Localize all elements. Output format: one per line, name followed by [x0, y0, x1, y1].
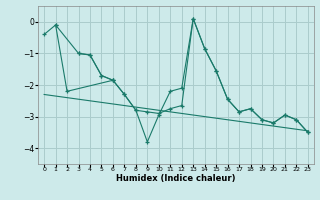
X-axis label: Humidex (Indice chaleur): Humidex (Indice chaleur)	[116, 174, 236, 183]
